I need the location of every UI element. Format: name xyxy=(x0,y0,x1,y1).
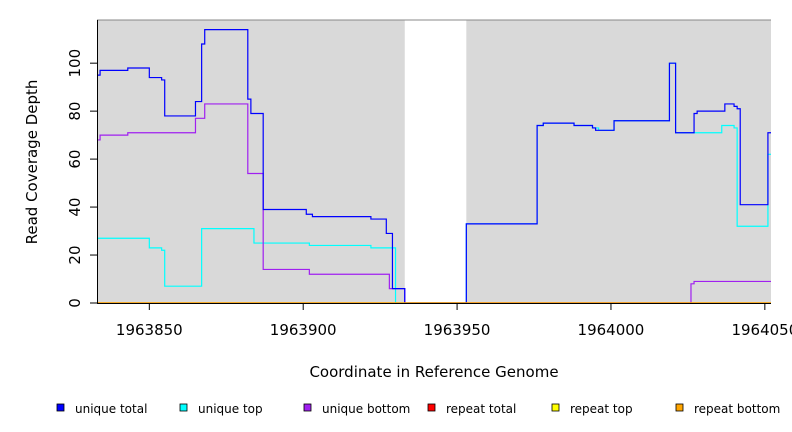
y-axis-title: Read Coverage Depth xyxy=(23,80,41,245)
x-tick-label-3: 1964000 xyxy=(578,321,645,339)
y-tick-label-2: 40 xyxy=(66,198,84,217)
gap-region-0 xyxy=(404,20,467,303)
x-tick-label-4: 1964050 xyxy=(731,321,792,339)
x-axis-ticks: 1963850 1963900 1963950 1964000 1964050 xyxy=(116,303,792,339)
x-tick-label-2: 1963950 xyxy=(424,321,491,339)
y-tick-label-0: 0 xyxy=(66,298,84,308)
y-tick-label-3: 60 xyxy=(66,150,84,169)
x-tick-label-0: 1963850 xyxy=(116,321,183,339)
legend: unique total unique top unique bottom repea… xyxy=(56,402,780,416)
x-axis-title: Coordinate in Reference Genome xyxy=(309,363,558,381)
legend-label-repeat-total: repeat total xyxy=(446,402,516,416)
x-tick-label-1: 1963900 xyxy=(270,321,337,339)
legend-swatch-repeat-total xyxy=(427,403,436,412)
legend-swatch-unique-bottom xyxy=(303,403,312,412)
legend-swatch-repeat-bottom xyxy=(675,403,684,412)
legend-label-unique-bottom: unique bottom xyxy=(322,402,410,416)
y-tick-label-1: 20 xyxy=(66,245,84,264)
legend-label-unique-top: unique top xyxy=(198,402,263,416)
y-tick-label-5: 100 xyxy=(66,49,84,78)
legend-label-repeat-top: repeat top xyxy=(570,402,633,416)
legend-label-repeat-bottom: repeat bottom xyxy=(694,402,780,416)
legend-label-unique-total: unique total xyxy=(75,402,147,416)
legend-swatch-unique-top xyxy=(179,403,188,412)
gap-regions xyxy=(404,20,467,303)
legend-swatch-unique-total xyxy=(56,403,65,412)
legend-swatch-repeat-top xyxy=(551,403,560,412)
y-axis-ticks: 0 20 40 60 80 100 xyxy=(66,49,97,308)
y-tick-label-4: 80 xyxy=(66,102,84,121)
